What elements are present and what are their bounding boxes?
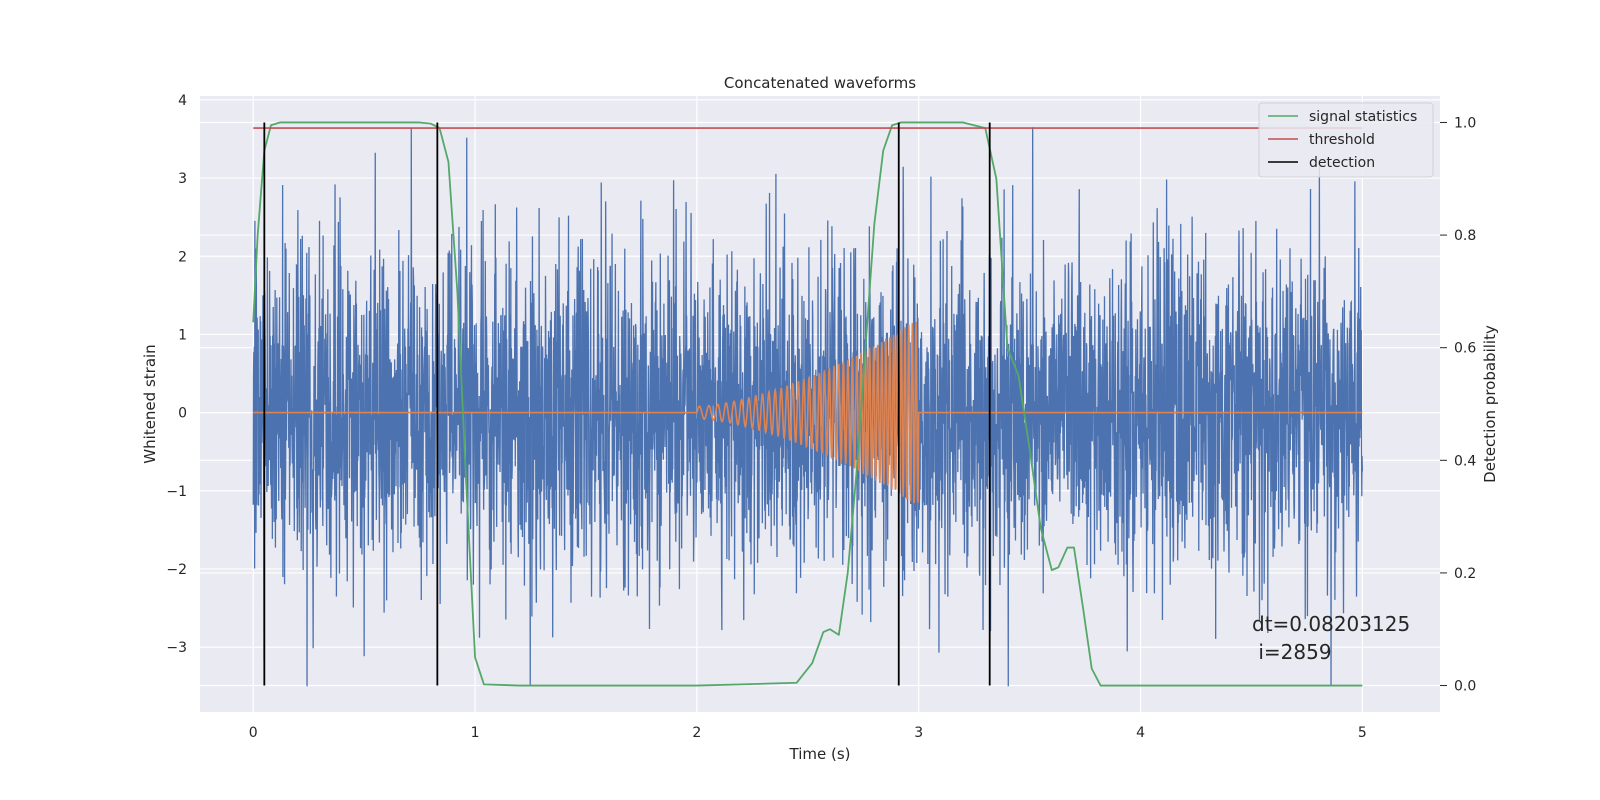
detection-lines — [263, 122, 991, 686]
x-tick-label: 3 — [914, 725, 923, 741]
annotation-i: i=2859 — [1252, 640, 1332, 664]
x-tick-label: 2 — [692, 725, 701, 741]
signal-statistics-line — [252, 121, 1363, 687]
annotation-dt: dt=0.08203125 — [1252, 612, 1410, 636]
x-tick-label: 0 — [249, 725, 258, 741]
axis-ticks: 0 1 2 3 4 5 −3 −2 −1 0 1 2 3 4 0.0 0.2 0.4 0.6 0.8 1.0 — [166, 93, 1476, 741]
y-right-tick-label: 0.6 — [1454, 341, 1476, 357]
y-tick-label: 0 — [178, 406, 187, 422]
y-tick-label: −1 — [166, 484, 187, 500]
y-right-tick-label: 0.2 — [1454, 566, 1476, 582]
y-tick-label: 3 — [178, 171, 187, 187]
y-right-tick-label: 0.4 — [1454, 453, 1476, 469]
y-tick-label: 1 — [178, 327, 187, 343]
y-right-tick-label: 1.0 — [1454, 115, 1476, 131]
y-tick-label: −3 — [166, 640, 187, 656]
y-right-tick-label: 0.0 — [1454, 679, 1476, 695]
y-tick-label: 2 — [178, 249, 187, 265]
legend-label-detection: detection — [1309, 155, 1375, 171]
y-tick-label: 4 — [178, 93, 187, 109]
signal-statistics-series — [252, 121, 1363, 687]
x-tick-label: 1 — [471, 725, 480, 741]
legend-label-signal-statistics: signal statistics — [1309, 109, 1417, 125]
legend-label-threshold: threshold — [1309, 132, 1375, 148]
legend: signal statistics threshold detection — [1258, 102, 1434, 178]
legend-box — [1258, 102, 1434, 178]
x-axis-label: Time (s) — [789, 745, 851, 763]
x-tick-label: 5 — [1358, 725, 1367, 741]
x-tick-label: 4 — [1136, 725, 1145, 741]
y-right-tick-label: 0.8 — [1454, 228, 1476, 244]
y-tick-label: −2 — [166, 562, 187, 578]
y-axis-label: Whitened strain — [141, 344, 159, 463]
y-right-axis-label: Detection probability — [1481, 325, 1499, 483]
chart-title: Concatenated waveforms — [724, 74, 916, 92]
